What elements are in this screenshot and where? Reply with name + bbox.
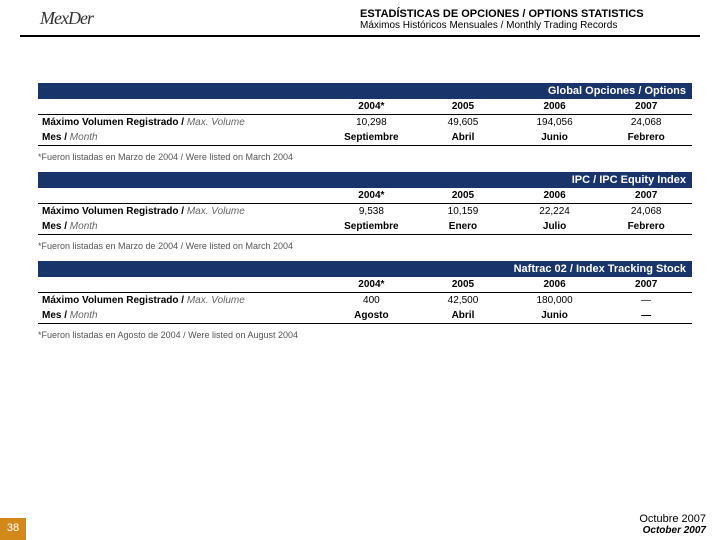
year-header: 2007 [600,99,692,115]
year-header: 2006 [509,277,601,293]
logo: MexDer [40,8,130,29]
cell: Abril [417,130,509,146]
year-header: 2007 [600,277,692,293]
header-subtitle: Máximos Históricos Mensuales / Monthly T… [360,20,644,31]
cell: 400 [326,293,418,309]
cell: Septiembre [326,219,418,235]
year-header: 2005 [417,188,509,204]
year-header: 2004* [326,277,418,293]
cell: 10,298 [326,115,418,131]
cell: Febrero [600,219,692,235]
table-naftrac: 2004* 2005 2006 2007 Máximo Volumen Regi… [38,277,692,324]
table-global: 2004* 2005 2006 2007 Máximo Volumen Regi… [38,99,692,146]
cell: 194,056 [509,115,601,131]
row-month-label: Mes / Month [38,130,326,146]
section-bar-ipc: IPC / IPC Equity Index [38,172,692,188]
year-header: 2005 [417,99,509,115]
table-ipc: 2004* 2005 2006 2007 Máximo Volumen Regi… [38,188,692,235]
year-header: 2004* [326,188,418,204]
cell: 24,068 [600,204,692,220]
footnote: *Fueron listadas en Agosto de 2004 / Wer… [38,330,692,340]
cell: 22,224 [509,204,601,220]
cell: 24,068 [600,115,692,131]
footnote: *Fueron listadas en Marzo de 2004 / Were… [38,241,692,251]
row-month-label: Mes / Month [38,308,326,324]
row-volume-label: Máximo Volumen Registrado / Max. Volume [38,115,326,131]
cell: — [600,293,692,309]
cell: Enero [417,219,509,235]
cell: Junio [509,308,601,324]
cell: — [600,308,692,324]
footer: 38 Octubre 2007 October 2007 [0,513,720,540]
page-number-tab: 38 [0,518,26,540]
cell: 9,538 [326,204,418,220]
footer-date-main: Octubre 2007 [639,513,706,525]
year-header: 2005 [417,277,509,293]
header-text: ESTADÍSTICAS DE OPCIONES / OPTIONS STATI… [360,8,644,31]
section-bar-naftrac: Naftrac 02 / Index Tracking Stock [38,261,692,277]
header-bar: MexDer ESTADÍSTICAS DE OPCIONES / OPTION… [20,0,700,37]
row-volume-label: Máximo Volumen Registrado / Max. Volume [38,204,326,220]
row-volume-label: Máximo Volumen Registrado / Max. Volume [38,293,326,309]
header-title: ESTADÍSTICAS DE OPCIONES / OPTIONS STATI… [360,8,644,20]
year-header: 2004* [326,99,418,115]
cell: 49,605 [417,115,509,131]
section-bar-global: Global Opciones / Options [38,83,692,99]
cell: Septiembre [326,130,418,146]
cell: 180,000 [509,293,601,309]
cell: Abril [417,308,509,324]
year-header: 2007 [600,188,692,204]
cell: Febrero [600,130,692,146]
footnote: *Fueron listadas en Marzo de 2004 / Were… [38,152,692,162]
content: Global Opciones / Options 2004* 2005 200… [0,37,720,340]
cell: Agosto [326,308,418,324]
year-header: 2006 [509,188,601,204]
footer-date: Octubre 2007 October 2007 [639,513,720,540]
cell: Junio [509,130,601,146]
year-header: 2006 [509,99,601,115]
cell: Julio [509,219,601,235]
row-month-label: Mes / Month [38,219,326,235]
footer-date-sub: October 2007 [639,525,706,536]
cell: 42,500 [417,293,509,309]
cell: 10,159 [417,204,509,220]
